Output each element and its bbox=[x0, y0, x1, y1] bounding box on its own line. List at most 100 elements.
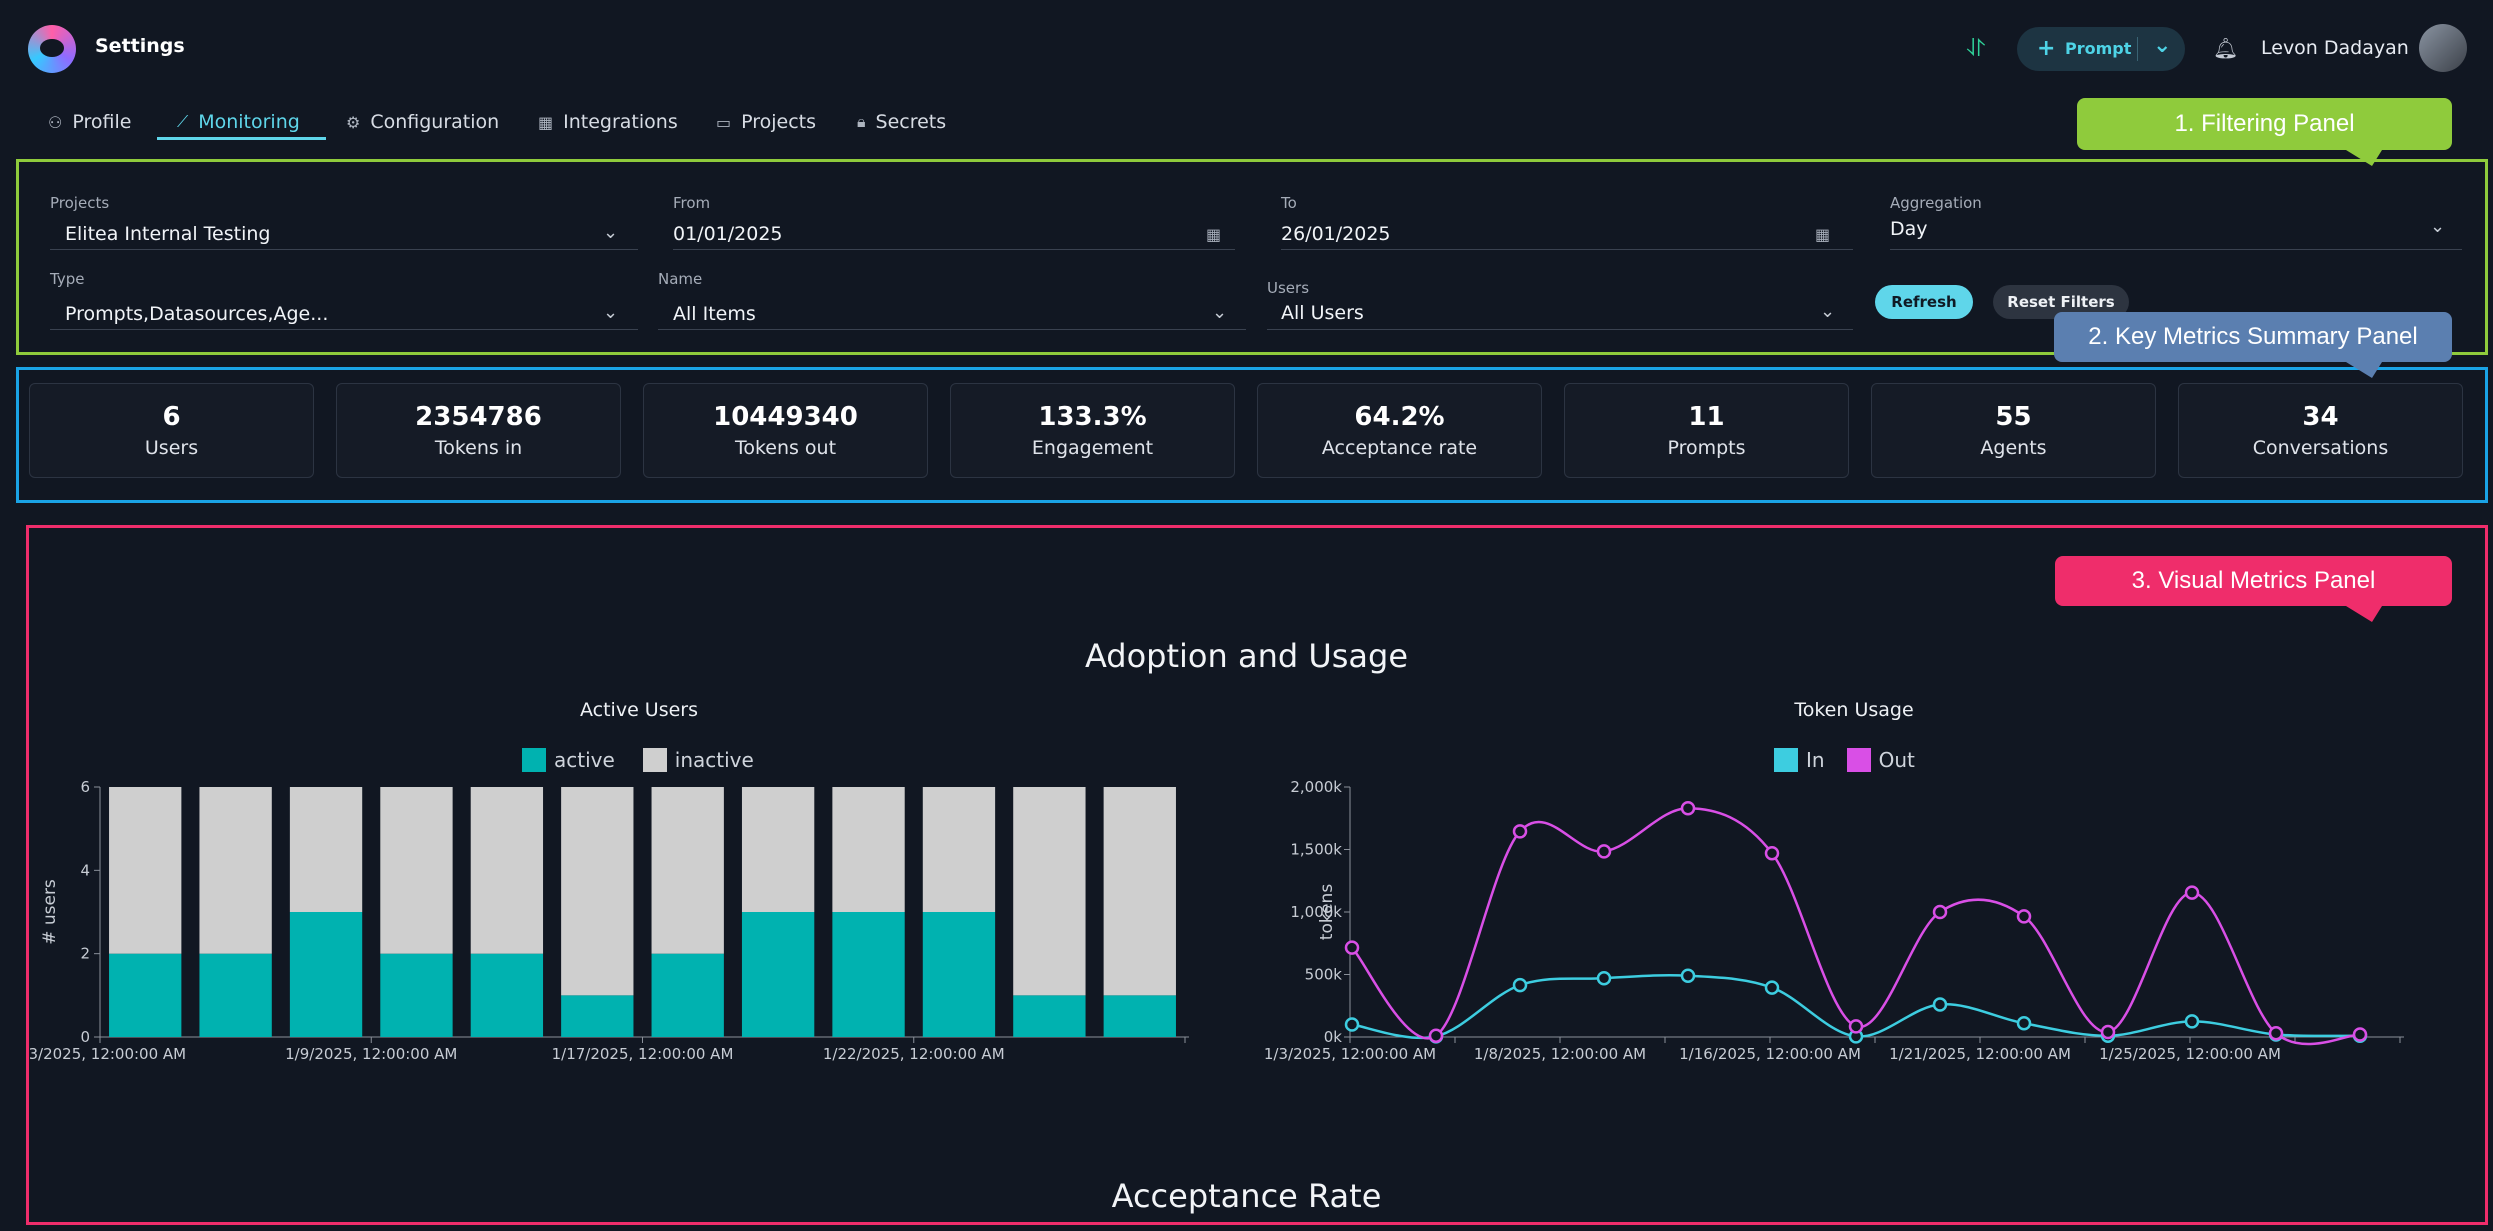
chevron-down-icon[interactable]: ⌄ bbox=[603, 222, 619, 243]
app-logo[interactable] bbox=[28, 25, 76, 73]
active-tab-indicator bbox=[157, 137, 326, 140]
token-usage-chart: 0k 500k 1,000k 1,500k 2,000k tokens 1/3/2025, … bbox=[1264, 778, 2404, 1063]
type-select-value[interactable]: Prompts,Datasources,Age... bbox=[65, 303, 329, 325]
data-point-in bbox=[1680, 968, 1696, 983]
y-axis-label: # users bbox=[40, 879, 60, 945]
data-point-out bbox=[1680, 801, 1696, 816]
aggregation-label: Aggregation bbox=[1890, 194, 1982, 212]
bar-inactive bbox=[109, 787, 182, 954]
metric-card-tokens-in: 2354786 Tokens in bbox=[336, 383, 621, 478]
bar-inactive bbox=[1013, 787, 1086, 996]
to-date-input[interactable]: 26/01/2025 bbox=[1281, 223, 1391, 245]
active-users-chart: 0 2 4 6 # users 1/3/2025, 12:00:00 AM 1/9/2025… bbox=[30, 778, 1189, 1063]
page-title: Settings bbox=[95, 35, 185, 57]
tab-profile[interactable]: ⚇ Profile bbox=[48, 106, 131, 138]
data-point-in bbox=[2016, 1016, 2032, 1031]
metric-card-engagement: 133.3% Engagement bbox=[950, 383, 1235, 478]
chevron-down-icon[interactable]: ⌄ bbox=[1820, 301, 1836, 322]
y-tick-label: 500k bbox=[1305, 966, 1343, 984]
data-point-out bbox=[1344, 940, 1360, 955]
bar-inactive bbox=[832, 787, 905, 912]
tab-secrets[interactable]: 🔒︎ Secrets bbox=[857, 106, 946, 138]
visual-panel-callout: 3. Visual Metrics Panel bbox=[2055, 556, 2452, 622]
create-prompt-button[interactable]: + Prompt ⌄ bbox=[2017, 27, 2185, 71]
x-tick-label: 1/22/2025, 12:00:00 AM bbox=[823, 1045, 1005, 1063]
calendar-icon[interactable]: ▦ bbox=[1206, 225, 1222, 244]
from-date-input[interactable]: 01/01/2025 bbox=[673, 223, 783, 245]
name-select-value[interactable]: All Items bbox=[673, 303, 756, 325]
lock-icon: 🔒︎ bbox=[857, 112, 866, 131]
legend-item-out[interactable]: Out bbox=[1846, 748, 1915, 772]
legend-item-inactive[interactable]: inactive bbox=[642, 748, 754, 772]
from-date-underline bbox=[673, 249, 1235, 250]
legend-item-in[interactable]: In bbox=[1774, 748, 1825, 772]
adoption-section-title: Adoption and Usage bbox=[1084, 637, 1409, 675]
bar-active bbox=[832, 912, 905, 1037]
grid-icon: ▦ bbox=[538, 112, 554, 132]
data-point-out bbox=[1764, 846, 1780, 861]
tab-label: Monitoring bbox=[198, 111, 300, 133]
token-usage-legend: In Out bbox=[1774, 748, 1915, 772]
refresh-button[interactable]: Refresh bbox=[1875, 285, 1973, 319]
legend-swatch bbox=[642, 748, 667, 772]
avatar[interactable] bbox=[2419, 24, 2467, 72]
bar-active bbox=[561, 995, 634, 1037]
y-tick-label: 1,000k bbox=[1290, 903, 1342, 921]
bar-inactive bbox=[561, 787, 634, 996]
chevron-down-icon[interactable]: ⌄ bbox=[2430, 216, 2446, 237]
y-tick-label: 2,000k bbox=[1290, 778, 1342, 796]
tab-label: Projects bbox=[741, 111, 817, 133]
gear-icon: ⚙ bbox=[346, 112, 361, 132]
metric-label: Prompts bbox=[1667, 437, 1746, 459]
metric-value: 6 bbox=[162, 402, 181, 432]
projects-select-underline bbox=[50, 249, 638, 250]
bar-active bbox=[1013, 995, 1086, 1037]
projects-select-value[interactable]: Elitea Internal Testing bbox=[65, 223, 271, 245]
tab-configuration[interactable]: ⚙ Configuration bbox=[346, 106, 499, 138]
metric-value: 55 bbox=[1995, 402, 2032, 432]
to-label: To bbox=[1281, 194, 1297, 212]
metric-card-acceptance-rate: 64.2% Acceptance rate bbox=[1257, 383, 1542, 478]
bell-icon[interactable]: 🔔︎ bbox=[2213, 36, 2239, 60]
calendar-icon[interactable]: ▦ bbox=[1815, 225, 1831, 244]
tab-projects[interactable]: ▭ Projects bbox=[716, 106, 816, 138]
metric-card-conversations: 34 Conversations bbox=[2178, 383, 2463, 478]
x-tick-label: 1/8/2025, 12:00:00 AM bbox=[1474, 1045, 1646, 1063]
tab-integrations[interactable]: ▦ Integrations bbox=[538, 106, 678, 138]
tab-monitoring[interactable]: ⟋ Monitoring bbox=[177, 106, 300, 138]
chevron-down-icon[interactable]: ⌄ bbox=[2153, 33, 2172, 58]
metric-label: Tokens in bbox=[434, 437, 523, 459]
x-tick-label: 1/3/2025, 12:00:00 AM bbox=[1264, 1045, 1436, 1063]
tab-label: Profile bbox=[72, 111, 132, 133]
chevron-down-icon[interactable]: ⌄ bbox=[603, 302, 619, 323]
y-tick-label: 4 bbox=[80, 861, 90, 879]
bar-active bbox=[109, 953, 182, 1037]
data-point-in bbox=[1596, 971, 1612, 986]
bar-inactive bbox=[741, 787, 815, 912]
y-tick-label: 6 bbox=[80, 778, 90, 796]
aggregation-select-underline bbox=[1890, 249, 2462, 250]
legend-item-active[interactable]: active bbox=[522, 748, 615, 772]
person-icon: ⚇ bbox=[48, 112, 63, 132]
monitoring-icon[interactable]: ⥯ bbox=[1967, 34, 1985, 62]
legend-label: inactive bbox=[674, 748, 754, 772]
data-point-out bbox=[1596, 844, 1612, 859]
data-point-out bbox=[1428, 1028, 1444, 1043]
aggregation-select-value[interactable]: Day bbox=[1890, 218, 1928, 240]
metric-value: 11 bbox=[1688, 402, 1725, 432]
legend-label: In bbox=[1806, 748, 1825, 772]
data-point-in bbox=[2184, 1014, 2200, 1029]
user-name[interactable]: Levon Dadayan bbox=[2261, 37, 2409, 59]
chevron-down-icon[interactable]: ⌄ bbox=[1212, 302, 1228, 323]
y-axis-label: tokens bbox=[1317, 884, 1337, 941]
x-tick-label: 1/16/2025, 12:00:00 AM bbox=[1679, 1045, 1861, 1063]
x-tick-label: 1/25/2025, 12:00:00 AM bbox=[2099, 1045, 2281, 1063]
metric-label: Engagement bbox=[1031, 437, 1154, 459]
y-tick-label: 0 bbox=[80, 1028, 90, 1046]
users-select-value[interactable]: All Users bbox=[1281, 302, 1364, 324]
users-label: Users bbox=[1267, 279, 1310, 297]
users-select-underline bbox=[1267, 329, 1853, 330]
active-users-chart-title: Active Users bbox=[579, 699, 699, 721]
type-select-underline bbox=[50, 329, 638, 330]
data-point-in bbox=[1764, 980, 1780, 995]
